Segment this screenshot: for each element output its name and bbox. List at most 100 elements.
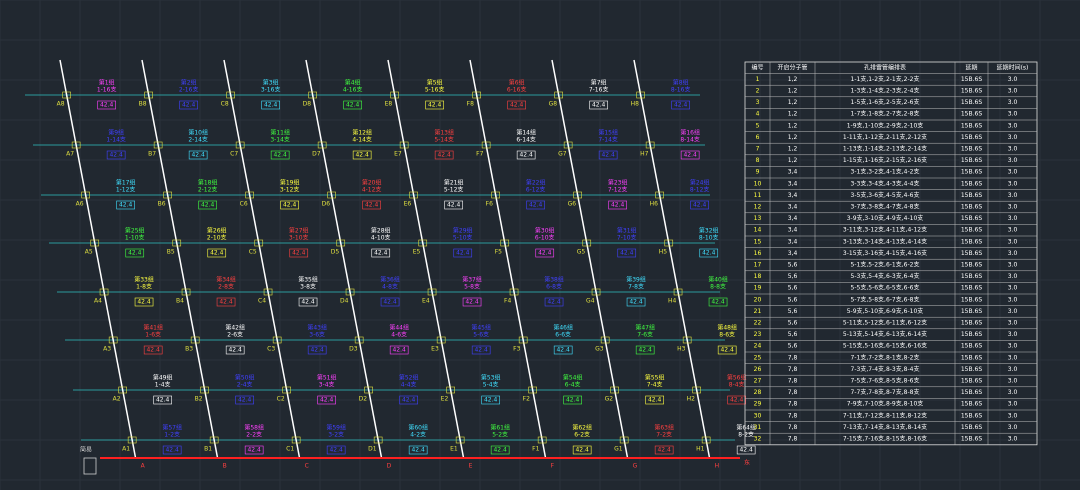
- table-cell: 16: [754, 250, 762, 257]
- table-cell: 3.0: [1008, 250, 1018, 257]
- marker-box: [62, 91, 71, 99]
- group-holes: 7-6支: [637, 331, 653, 339]
- marker-box: [500, 239, 510, 247]
- table-cell: 1,2: [788, 99, 798, 106]
- charge-box: [471, 345, 491, 355]
- charge-box: [526, 200, 545, 210]
- group-holes: 3-4支: [319, 381, 335, 389]
- table-cell: 1: [756, 76, 760, 83]
- group-charge: 42.4: [556, 347, 570, 354]
- marker-box: [673, 288, 683, 296]
- group-name: 第10组: [188, 129, 208, 137]
- group-charge: 42.4: [510, 102, 524, 109]
- group-charge: 42.4: [283, 202, 297, 209]
- zone-marker: C8: [221, 101, 229, 108]
- charge-box: [162, 445, 182, 455]
- charge-box: [626, 297, 646, 307]
- marker-box: [254, 239, 264, 247]
- table-cell: 15B.6S: [961, 227, 982, 234]
- marker-box: [472, 91, 481, 99]
- table-cell: 13: [754, 215, 762, 222]
- group-holes: 2-14支: [188, 136, 208, 144]
- group-charge: 42.4: [519, 152, 533, 159]
- axis-label: C: [305, 463, 309, 470]
- zone-marker: F6: [486, 201, 493, 208]
- table-cell: 15B.6S: [961, 99, 982, 106]
- charge-box: [380, 297, 400, 307]
- table-cell: 3.0: [1008, 366, 1018, 373]
- table-cell: 15B.6S: [961, 204, 982, 211]
- charge-box: [216, 297, 236, 307]
- zone-marker: F2: [523, 396, 530, 403]
- group-holes: 7-14支: [598, 136, 618, 144]
- table-cell: 3.0: [1008, 273, 1018, 280]
- group-holes: 7-10支: [617, 234, 637, 242]
- marker-box: [282, 386, 291, 394]
- zone-marker: A3: [103, 346, 111, 353]
- group-holes: 8-14支: [680, 136, 700, 144]
- group-charge: 42.4: [683, 152, 697, 159]
- group-holes: 6-2支: [574, 431, 590, 439]
- zone-marker: F4: [504, 298, 511, 305]
- marker-box: [99, 288, 109, 296]
- group-charge: 42.4: [247, 447, 261, 454]
- marker-box: [528, 386, 537, 394]
- group-name: 第15组: [598, 129, 618, 137]
- slant-line: [469, 59, 547, 459]
- table-cell: 3.0: [1008, 436, 1018, 443]
- charge-box: [106, 150, 126, 160]
- table-frame: [744, 61, 1038, 446]
- group-charge: 42.4: [547, 299, 561, 306]
- group-name: 第31组: [617, 227, 637, 235]
- table-cell: 1-7支,1-8支,2-7支,2-8支: [851, 110, 920, 118]
- charge-box: [535, 248, 555, 258]
- table-cell: 1-11支,1-12支,2-11支,2-12支: [843, 133, 927, 141]
- group-holes: 6-16支: [507, 86, 527, 94]
- marker-box: [636, 91, 645, 99]
- table-cell: 3.0: [1008, 111, 1018, 118]
- zone-marker: A8: [57, 101, 65, 108]
- group-charge: 42.4: [693, 202, 707, 209]
- group-holes: 7-12支: [608, 186, 628, 194]
- table-cell: 25: [754, 354, 762, 361]
- table-cell: 3-9支,3-10支,4-9支,4-10支: [847, 214, 924, 222]
- group-name: 第18组: [198, 179, 218, 187]
- table-cell: 3.0: [1008, 192, 1018, 199]
- group-name: 第22组: [526, 179, 546, 187]
- group-name: 第9组: [108, 129, 124, 137]
- group-charge: 42.4: [702, 250, 716, 257]
- group-charge: 42.4: [592, 102, 606, 109]
- axis-label: D: [387, 463, 392, 470]
- table-cell: 5,6: [788, 308, 798, 315]
- group-name: 第20组: [362, 179, 382, 187]
- table-cell: 15B.6S: [961, 262, 982, 269]
- charge-box: [736, 445, 756, 455]
- charge-box: [362, 200, 381, 210]
- group-charge: 42.4: [228, 347, 242, 354]
- group-holes: 3-12支: [280, 186, 300, 194]
- group-holes: 8-2支: [738, 431, 754, 439]
- marker-box: [600, 336, 610, 344]
- marker-box: [235, 141, 245, 149]
- marker-box: [692, 386, 701, 394]
- table-cell: 17: [754, 262, 762, 269]
- marker-box: [200, 386, 209, 394]
- group-holes: 7-8支: [628, 283, 644, 291]
- table-cell: 1,2: [788, 88, 798, 95]
- marker-box: [664, 239, 674, 247]
- charge-box: [235, 395, 254, 405]
- table-cell: 3.0: [1008, 389, 1018, 396]
- charge-box: [207, 248, 227, 258]
- charge-box: [116, 200, 135, 210]
- table-cell: 7-11支,7-12支,8-11支,8-12支: [843, 411, 927, 419]
- table-cell: 3-15支,3-16支,4-15支,4-16支: [843, 249, 927, 257]
- group-name: 第50组: [235, 374, 255, 382]
- table-cell: 3.0: [1008, 76, 1018, 83]
- group-holes: 2-4支: [237, 381, 253, 389]
- charge-box: [352, 150, 372, 160]
- zone-marker: B7: [148, 151, 156, 158]
- table-cell: 4: [756, 111, 760, 118]
- marker-box: [144, 91, 153, 99]
- group-charge: 42.4: [566, 397, 580, 404]
- table-cell: 3,4: [788, 180, 798, 187]
